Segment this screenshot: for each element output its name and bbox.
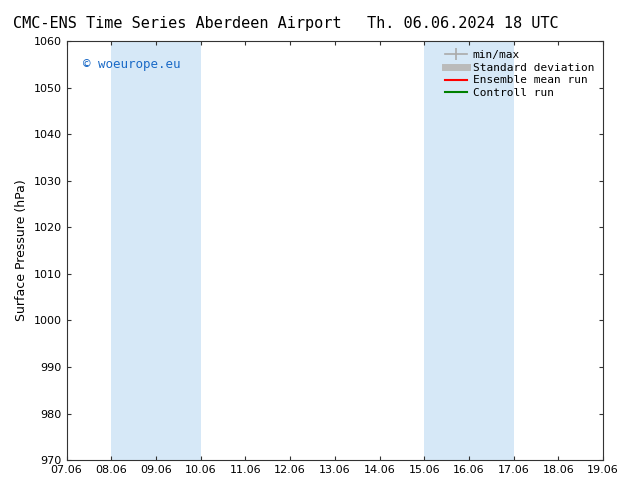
Bar: [424, 41, 514, 460]
Text: CMC-ENS Time Series Aberdeen Airport: CMC-ENS Time Series Aberdeen Airport: [13, 16, 342, 31]
Legend: min/max, Standard deviation, Ensemble mean run, Controll run: min/max, Standard deviation, Ensemble me…: [442, 47, 598, 101]
Text: Th. 06.06.2024 18 UTC: Th. 06.06.2024 18 UTC: [367, 16, 559, 31]
Text: © woeurope.eu: © woeurope.eu: [82, 58, 180, 71]
Y-axis label: Surface Pressure (hPa): Surface Pressure (hPa): [15, 180, 28, 321]
Bar: [111, 41, 201, 460]
